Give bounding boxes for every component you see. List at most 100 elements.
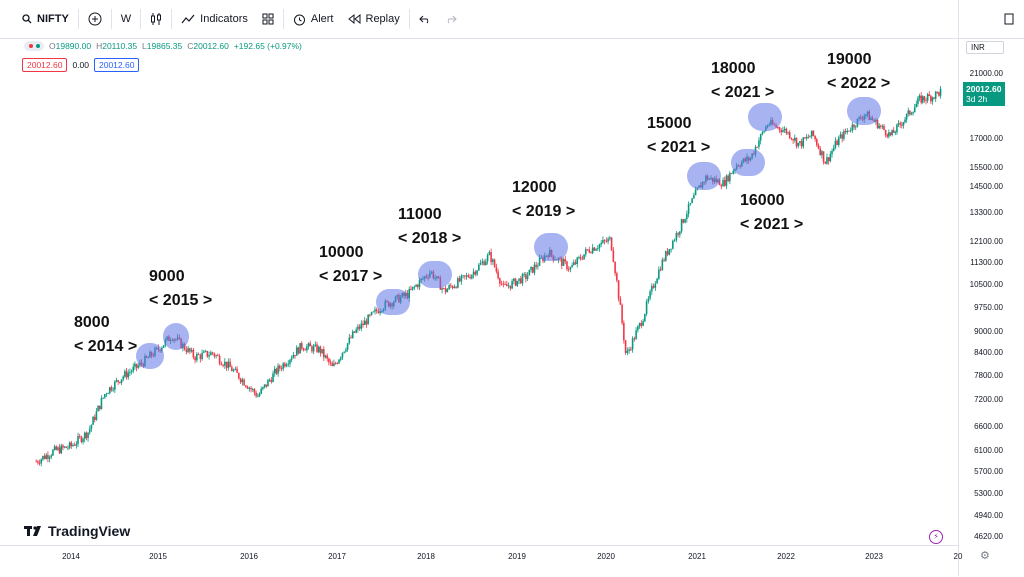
undo-button[interactable] <box>412 7 438 31</box>
candle-body <box>651 285 653 292</box>
visibility-toggle[interactable] <box>24 41 44 51</box>
high-value: 20110.35 <box>102 41 138 51</box>
highlight-2017 <box>376 289 410 315</box>
candle <box>799 140 801 146</box>
candle-body <box>353 331 356 333</box>
candle <box>576 256 579 268</box>
candle-body <box>130 371 133 373</box>
candle <box>821 150 823 159</box>
candle-body <box>795 137 798 147</box>
candle-body <box>588 249 591 253</box>
candle-body <box>225 361 228 368</box>
indicators-button[interactable]: Indicators <box>174 7 255 31</box>
candle <box>800 138 803 149</box>
candle <box>50 453 53 460</box>
candle <box>263 384 266 389</box>
settings-icon[interactable]: ⚙ <box>980 550 990 562</box>
candle-body <box>729 173 731 182</box>
divider <box>110 9 112 29</box>
tradingview-logo[interactable]: TradingView <box>24 523 130 539</box>
candle-body <box>323 349 325 358</box>
buy-price[interactable]: 20012.60 <box>94 58 140 72</box>
candle-body <box>350 337 352 339</box>
candle-body <box>654 283 657 288</box>
symbol-search[interactable]: NIFTY <box>0 7 76 31</box>
time-axis[interactable]: 2014 2015 2016 2017 2018 2019 2020 2021 2022 2023… <box>0 545 962 577</box>
candle <box>591 243 594 255</box>
compare-button[interactable] <box>81 7 109 31</box>
price-tick: 5700.00 <box>974 467 1003 476</box>
candle <box>785 127 788 136</box>
candle-body <box>299 343 301 354</box>
interval-label: W <box>120 13 132 25</box>
candle <box>626 347 629 356</box>
candle <box>339 356 342 362</box>
candle <box>595 247 597 251</box>
interval-button[interactable]: W <box>114 7 138 31</box>
candle <box>103 393 106 399</box>
candle-body <box>595 249 597 251</box>
candle-body <box>902 122 905 126</box>
currency-select[interactable]: INR <box>966 41 1004 54</box>
dot-icon <box>28 44 33 48</box>
candle <box>326 353 328 362</box>
candle-body <box>73 444 76 446</box>
candle <box>528 269 531 276</box>
candle-body <box>363 320 366 326</box>
candle-body <box>351 331 354 338</box>
annotation-year: < 2021 > <box>647 139 711 156</box>
candle <box>302 347 305 352</box>
candle-body <box>827 157 830 162</box>
candle <box>499 277 501 287</box>
annotation-year: < 2021 > <box>740 216 804 233</box>
candle-body <box>920 95 922 103</box>
candle <box>652 283 655 289</box>
redo-button[interactable] <box>438 7 464 31</box>
candle-body <box>521 274 524 284</box>
candle-body <box>783 128 786 131</box>
candle-body <box>455 286 457 288</box>
candle-body <box>93 416 96 420</box>
fullscreen-button[interactable] <box>997 7 1024 31</box>
candle-body <box>294 354 296 356</box>
sell-price[interactable]: 20012.60 <box>22 58 68 72</box>
candle <box>909 110 911 116</box>
candle-body <box>360 323 363 329</box>
candle-body <box>282 363 284 370</box>
candle <box>523 272 525 278</box>
candle-body <box>848 130 850 132</box>
candle <box>533 261 536 276</box>
layouts-button[interactable] <box>255 7 281 31</box>
time-tick: 2023 <box>865 552 883 561</box>
candle-body <box>187 348 189 353</box>
lightning-icon[interactable]: ⚡ <box>929 530 943 544</box>
candle <box>794 134 796 143</box>
candle-body <box>879 125 882 127</box>
chart-type-button[interactable] <box>143 7 169 31</box>
replay-button[interactable]: Replay <box>341 7 407 31</box>
candle <box>623 320 625 344</box>
spread-value: 0.00 <box>72 60 89 70</box>
candle-body <box>215 355 217 357</box>
candle-body <box>341 352 344 358</box>
candle-body <box>481 261 484 264</box>
candle <box>495 263 498 274</box>
candle <box>722 177 724 187</box>
candle <box>48 455 51 463</box>
candle <box>275 367 278 376</box>
candle <box>610 237 613 251</box>
candle-body <box>814 135 816 140</box>
price-chart[interactable] <box>0 0 958 545</box>
candle-body <box>596 248 599 250</box>
candle-body <box>40 459 43 464</box>
candle-body <box>125 371 128 378</box>
candle-body <box>82 438 84 442</box>
candle-body <box>110 387 113 391</box>
candle-body <box>758 140 760 147</box>
candle <box>309 340 312 347</box>
price-axis[interactable]: 21000.0019900.0017000.0015500.0014500.00… <box>958 0 1024 576</box>
divider <box>171 9 173 29</box>
alert-button[interactable]: Alert <box>286 7 341 31</box>
candle-body <box>222 365 224 366</box>
candle-body <box>519 278 522 284</box>
